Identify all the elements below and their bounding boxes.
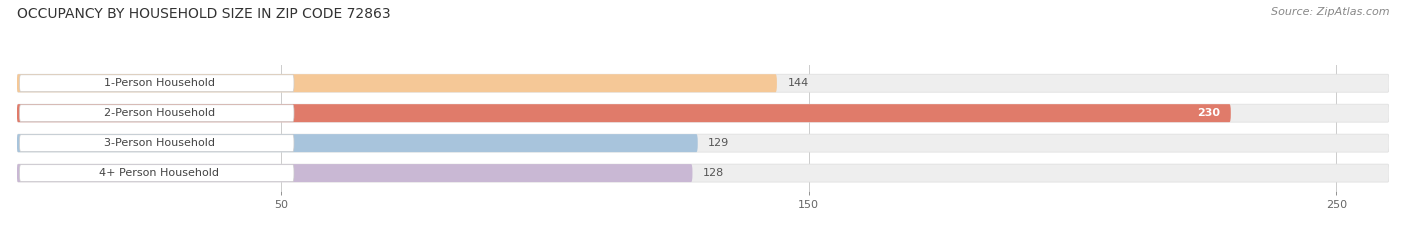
- Text: 3-Person Household: 3-Person Household: [104, 138, 215, 148]
- FancyBboxPatch shape: [20, 165, 294, 182]
- FancyBboxPatch shape: [20, 105, 294, 122]
- Text: OCCUPANCY BY HOUSEHOLD SIZE IN ZIP CODE 72863: OCCUPANCY BY HOUSEHOLD SIZE IN ZIP CODE …: [17, 7, 391, 21]
- FancyBboxPatch shape: [17, 164, 692, 182]
- FancyBboxPatch shape: [20, 135, 294, 151]
- Text: 129: 129: [709, 138, 730, 148]
- Text: 128: 128: [703, 168, 724, 178]
- Text: Source: ZipAtlas.com: Source: ZipAtlas.com: [1271, 7, 1389, 17]
- FancyBboxPatch shape: [17, 74, 778, 92]
- FancyBboxPatch shape: [17, 104, 1230, 122]
- FancyBboxPatch shape: [17, 134, 697, 152]
- Text: 144: 144: [787, 78, 808, 88]
- Text: 2-Person Household: 2-Person Household: [104, 108, 215, 118]
- FancyBboxPatch shape: [17, 74, 1389, 92]
- FancyBboxPatch shape: [17, 164, 1389, 182]
- Text: 1-Person Household: 1-Person Household: [104, 78, 215, 88]
- FancyBboxPatch shape: [20, 75, 294, 92]
- Text: 4+ Person Household: 4+ Person Household: [100, 168, 219, 178]
- FancyBboxPatch shape: [17, 104, 1389, 122]
- FancyBboxPatch shape: [17, 134, 1389, 152]
- Text: 230: 230: [1198, 108, 1220, 118]
